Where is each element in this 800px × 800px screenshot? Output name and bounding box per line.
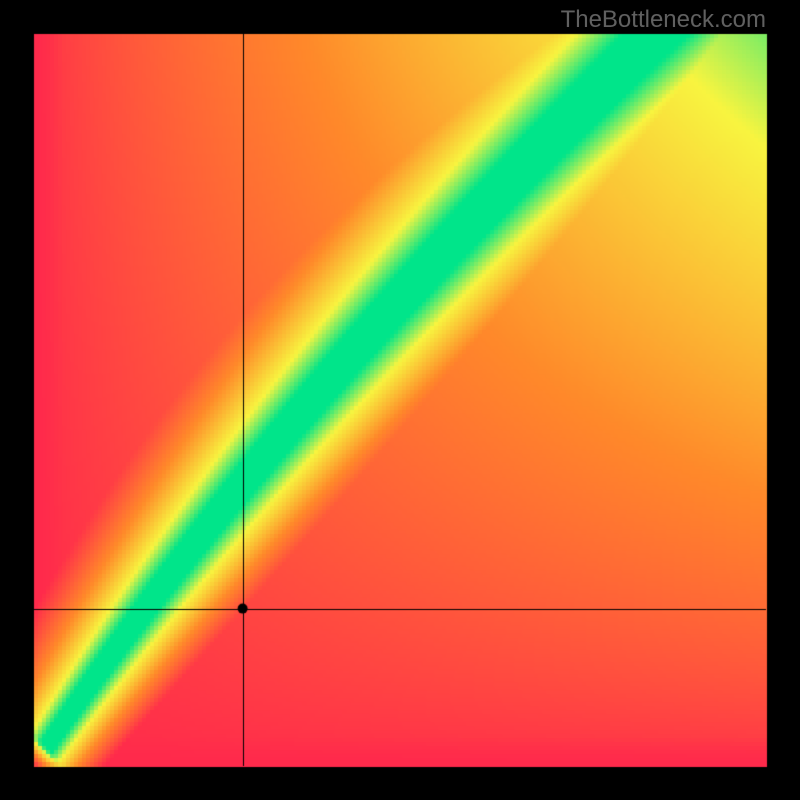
heatmap-canvas: [0, 0, 800, 800]
chart-container: TheBottleneck.com: [0, 0, 800, 800]
watermark-text: TheBottleneck.com: [561, 6, 766, 34]
